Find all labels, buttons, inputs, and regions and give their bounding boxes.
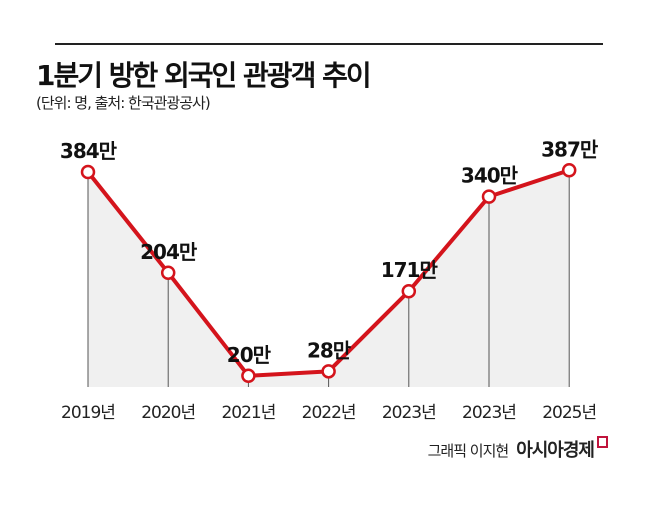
x-tick-label: 2021년 <box>221 403 275 423</box>
data-point <box>80 164 96 180</box>
x-tick-label: 2023년 <box>462 403 516 423</box>
data-point <box>160 265 176 281</box>
brand-logo: 아시아경제 <box>516 440 595 461</box>
footer: 그래픽 이지현 아시아경제 <box>428 436 608 462</box>
area-fill <box>88 170 570 387</box>
data-point <box>561 163 577 178</box>
data-point <box>481 189 497 204</box>
data-point <box>241 368 256 384</box>
chart-subtitle: (단위: 명, 출처: 한국관광공사) <box>36 94 211 112</box>
graphic-credit: 그래픽 이지현 <box>427 442 510 460</box>
data-label: 384만 <box>60 139 118 163</box>
x-tick-label: 2023년 <box>382 403 436 423</box>
data-label: 387만 <box>541 137 599 161</box>
data-label: 28만 <box>307 338 352 362</box>
data-label: 171만 <box>381 258 439 282</box>
chart-title: 1분기 방한 외국인 관광객 추이 <box>36 59 372 92</box>
data-label: 340만 <box>461 164 519 188</box>
x-tick-label: 2019년 <box>61 403 115 423</box>
x-tick-label: 2025년 <box>542 403 596 423</box>
data-label: 20만 <box>227 343 272 367</box>
data-point <box>401 283 417 299</box>
brand-mark-icon <box>597 436 608 448</box>
data-point <box>321 364 336 379</box>
data-label: 204만 <box>140 240 198 264</box>
x-tick-label: 2022년 <box>302 403 356 423</box>
x-tick-label: 2020년 <box>141 403 195 423</box>
top-rule <box>55 43 603 45</box>
